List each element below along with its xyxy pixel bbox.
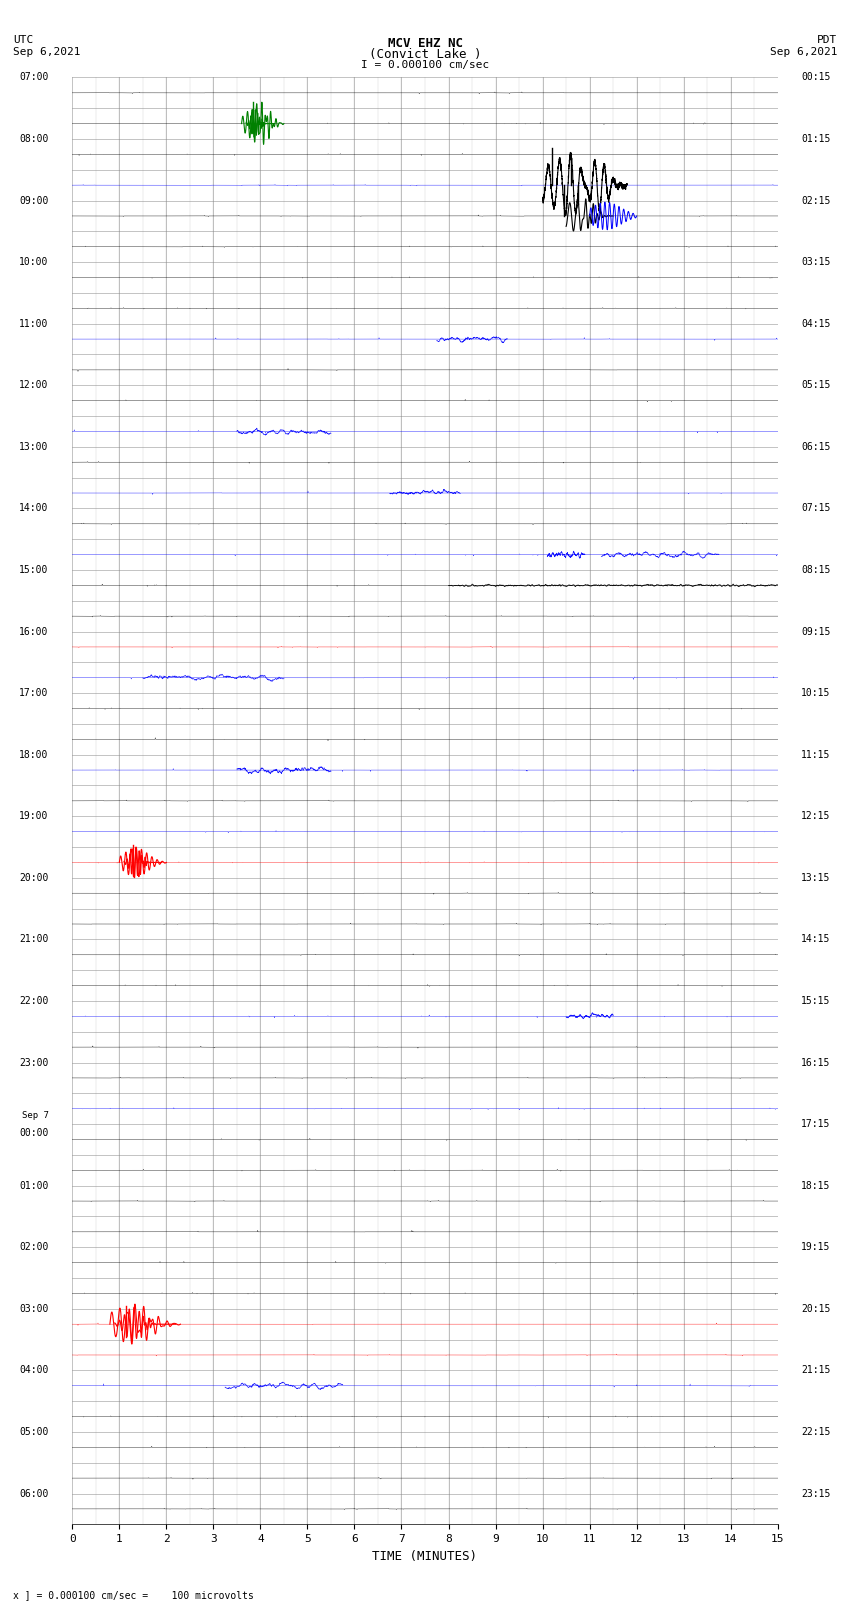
Text: 22:00: 22:00: [20, 995, 48, 1007]
Text: 16:15: 16:15: [802, 1058, 830, 1068]
Text: 23:00: 23:00: [20, 1058, 48, 1068]
Text: 19:15: 19:15: [802, 1242, 830, 1252]
Text: PDT: PDT: [817, 35, 837, 45]
Text: MCV EHZ NC: MCV EHZ NC: [388, 37, 462, 50]
Text: 18:00: 18:00: [20, 750, 48, 760]
Text: 05:15: 05:15: [802, 381, 830, 390]
Text: 07:00: 07:00: [20, 73, 48, 82]
Text: 00:15: 00:15: [802, 73, 830, 82]
Text: Sep 6,2021: Sep 6,2021: [770, 47, 837, 56]
Text: 17:00: 17:00: [20, 689, 48, 698]
Text: 06:15: 06:15: [802, 442, 830, 452]
Text: 20:00: 20:00: [20, 873, 48, 882]
Text: 20:15: 20:15: [802, 1303, 830, 1315]
Text: 22:15: 22:15: [802, 1428, 830, 1437]
Text: UTC: UTC: [13, 35, 33, 45]
Text: 13:00: 13:00: [20, 442, 48, 452]
Text: 11:00: 11:00: [20, 319, 48, 329]
Text: 08:00: 08:00: [20, 134, 48, 144]
Text: 11:15: 11:15: [802, 750, 830, 760]
Text: (Convict Lake ): (Convict Lake ): [369, 48, 481, 61]
Text: 09:15: 09:15: [802, 626, 830, 637]
Text: 04:00: 04:00: [20, 1365, 48, 1376]
Text: 21:00: 21:00: [20, 934, 48, 944]
Text: 03:15: 03:15: [802, 256, 830, 268]
Text: 15:15: 15:15: [802, 995, 830, 1007]
Text: x ] = 0.000100 cm/sec =    100 microvolts: x ] = 0.000100 cm/sec = 100 microvolts: [13, 1590, 253, 1600]
Text: 21:15: 21:15: [802, 1365, 830, 1376]
Text: 00:00: 00:00: [20, 1127, 48, 1137]
Text: 01:15: 01:15: [802, 134, 830, 144]
Text: 02:00: 02:00: [20, 1242, 48, 1252]
Text: 10:15: 10:15: [802, 689, 830, 698]
Text: 19:00: 19:00: [20, 811, 48, 821]
Text: 10:00: 10:00: [20, 256, 48, 268]
Text: 18:15: 18:15: [802, 1181, 830, 1190]
Text: 03:00: 03:00: [20, 1303, 48, 1315]
Text: 14:15: 14:15: [802, 934, 830, 944]
Text: 01:00: 01:00: [20, 1181, 48, 1190]
Text: 09:00: 09:00: [20, 195, 48, 205]
Text: 08:15: 08:15: [802, 565, 830, 574]
Text: 07:15: 07:15: [802, 503, 830, 513]
Text: 15:00: 15:00: [20, 565, 48, 574]
Text: Sep 6,2021: Sep 6,2021: [13, 47, 80, 56]
Text: 14:00: 14:00: [20, 503, 48, 513]
Text: 04:15: 04:15: [802, 319, 830, 329]
Text: 05:00: 05:00: [20, 1428, 48, 1437]
Text: 13:15: 13:15: [802, 873, 830, 882]
Text: Sep 7: Sep 7: [22, 1111, 48, 1121]
Text: 16:00: 16:00: [20, 626, 48, 637]
Text: 12:15: 12:15: [802, 811, 830, 821]
Text: 02:15: 02:15: [802, 195, 830, 205]
Text: I = 0.000100 cm/sec: I = 0.000100 cm/sec: [361, 60, 489, 69]
Text: 23:15: 23:15: [802, 1489, 830, 1498]
Text: 12:00: 12:00: [20, 381, 48, 390]
X-axis label: TIME (MINUTES): TIME (MINUTES): [372, 1550, 478, 1563]
Text: 17:15: 17:15: [802, 1119, 830, 1129]
Text: 06:00: 06:00: [20, 1489, 48, 1498]
